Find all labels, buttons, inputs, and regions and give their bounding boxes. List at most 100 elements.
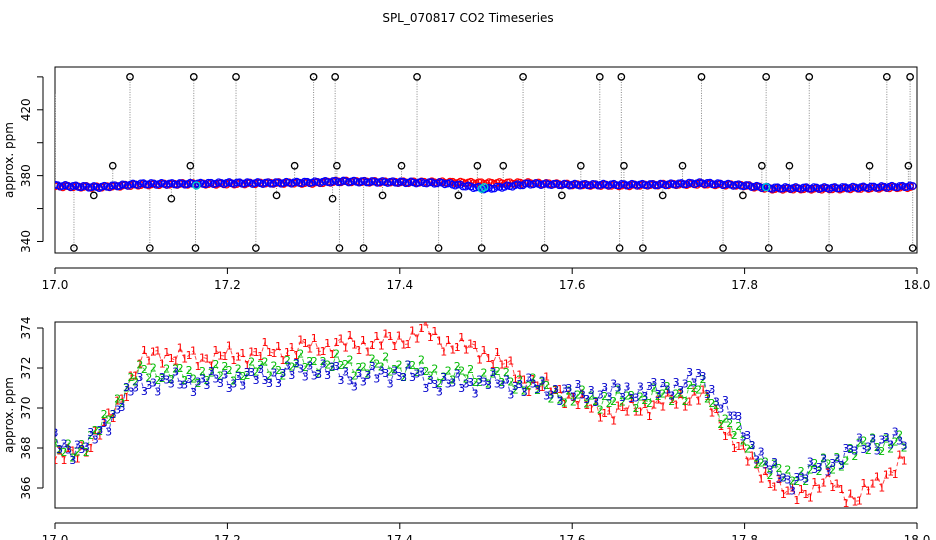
series-marker-3: 3 [860, 443, 867, 456]
series-marker-1: 1 [288, 341, 295, 354]
spike-marker [558, 191, 566, 200]
series-marker-2: 2 [110, 408, 117, 421]
spike-marker [397, 161, 406, 170]
y-tick-label: 380 [19, 164, 33, 187]
series-marker-1: 1 [775, 473, 782, 486]
trace-point [396, 177, 405, 186]
series-marker-2: 2 [422, 365, 429, 378]
series-marker-3: 3 [454, 367, 461, 380]
series-marker-3: 3 [892, 426, 899, 439]
series-marker-3: 3 [472, 387, 479, 400]
series-marker-1: 1 [74, 453, 81, 466]
series-marker-2: 2 [329, 361, 336, 374]
series-marker-2: 2 [892, 435, 899, 448]
series-marker-2: 2 [413, 366, 420, 379]
series-marker-1: 1 [141, 344, 148, 357]
series-marker-3: 3 [467, 376, 474, 389]
series-marker-1: 1 [869, 478, 876, 491]
series-marker-2: 2 [825, 457, 832, 470]
series-marker-1: 1 [132, 370, 139, 383]
series-marker-3: 3 [230, 378, 237, 391]
series-marker-3: 3 [601, 381, 608, 394]
series-marker-1: 1 [396, 330, 403, 343]
series-marker-1: 1 [172, 354, 179, 367]
series-marker-1: 1 [69, 445, 76, 458]
trace-point [838, 183, 847, 191]
series-marker-2: 2 [601, 390, 608, 403]
series-marker-2: 2 [722, 412, 729, 425]
series-marker-2: 2 [427, 369, 434, 382]
series-marker-3: 3 [248, 366, 255, 379]
series-marker-2: 2 [212, 358, 219, 371]
series-marker-1: 1 [203, 353, 210, 366]
series-marker-2: 2 [641, 394, 648, 407]
x-tick-label: 17.6 [559, 278, 586, 292]
series-marker-2: 2 [565, 385, 572, 398]
trace-point [708, 180, 717, 189]
series-marker-3: 3 [606, 390, 613, 403]
series-marker-2: 2 [874, 441, 881, 454]
trace-point [867, 182, 876, 191]
series-marker-3: 3 [60, 438, 67, 451]
series-marker-1: 1 [512, 372, 519, 385]
series-marker-2: 2 [74, 445, 81, 458]
series-marker-3: 3 [691, 377, 698, 390]
x-tick-label: 18.0 [904, 533, 931, 540]
series-marker-1: 1 [413, 332, 420, 345]
trace-point [329, 177, 337, 185]
trace-point [900, 183, 909, 192]
series-marker-2: 2 [816, 465, 823, 478]
series-marker-3: 3 [78, 443, 85, 456]
series-marker-3: 3 [132, 382, 139, 395]
series-marker-2: 2 [842, 454, 849, 467]
series-marker-1: 1 [230, 354, 237, 367]
series-marker-1: 1 [673, 398, 680, 411]
series-marker-1: 1 [485, 352, 492, 365]
spike-marker [189, 73, 198, 81]
series-marker-2: 2 [699, 373, 706, 386]
series-marker-3: 3 [114, 403, 121, 416]
series-marker-1: 1 [624, 405, 631, 418]
series-marker-2: 2 [503, 366, 510, 379]
series-marker-2: 2 [887, 443, 894, 456]
series-marker-3: 3 [646, 380, 653, 393]
x-tick-label: 17.2 [214, 533, 241, 540]
spike-marker [617, 73, 626, 81]
series-marker-2: 2 [181, 374, 188, 387]
series-marker-3: 3 [838, 459, 845, 472]
x-tick-label: 17.4 [386, 278, 413, 292]
series-marker-3: 3 [320, 358, 327, 371]
series-marker-2: 2 [257, 358, 264, 371]
series-marker-1: 1 [168, 352, 175, 365]
trace-point [108, 181, 117, 190]
series-marker-1: 1 [275, 340, 282, 353]
series-marker-1: 1 [195, 360, 202, 373]
spike-marker [595, 73, 604, 81]
series-marker-1: 1 [351, 338, 358, 351]
series-marker-1: 1 [382, 328, 389, 341]
series-marker-1: 1 [355, 344, 362, 357]
series-marker-3: 3 [579, 389, 586, 402]
series-marker-1: 1 [784, 485, 791, 498]
series-marker-1: 1 [816, 482, 823, 495]
series-marker-3: 3 [427, 374, 434, 387]
series-marker-1: 1 [726, 425, 733, 438]
spike-marker [620, 161, 628, 170]
series-marker-2: 2 [311, 355, 318, 368]
series-marker-2: 2 [579, 384, 586, 397]
spike-marker [335, 244, 344, 252]
trace-point [862, 183, 870, 192]
trace-point [799, 183, 808, 192]
series-marker-2: 2 [199, 365, 206, 378]
series-marker-2: 2 [476, 376, 483, 389]
series-marker-2: 2 [369, 352, 376, 365]
series-marker-3: 3 [807, 456, 814, 469]
series-marker-3: 3 [802, 472, 809, 485]
series-marker-3: 3 [820, 452, 827, 465]
series-marker-1: 1 [842, 497, 849, 510]
series-marker-1: 1 [834, 478, 841, 491]
series-marker-3: 3 [677, 384, 684, 397]
series-marker-2: 2 [244, 369, 251, 382]
spike-marker [251, 244, 260, 252]
spike-marker [477, 244, 486, 252]
